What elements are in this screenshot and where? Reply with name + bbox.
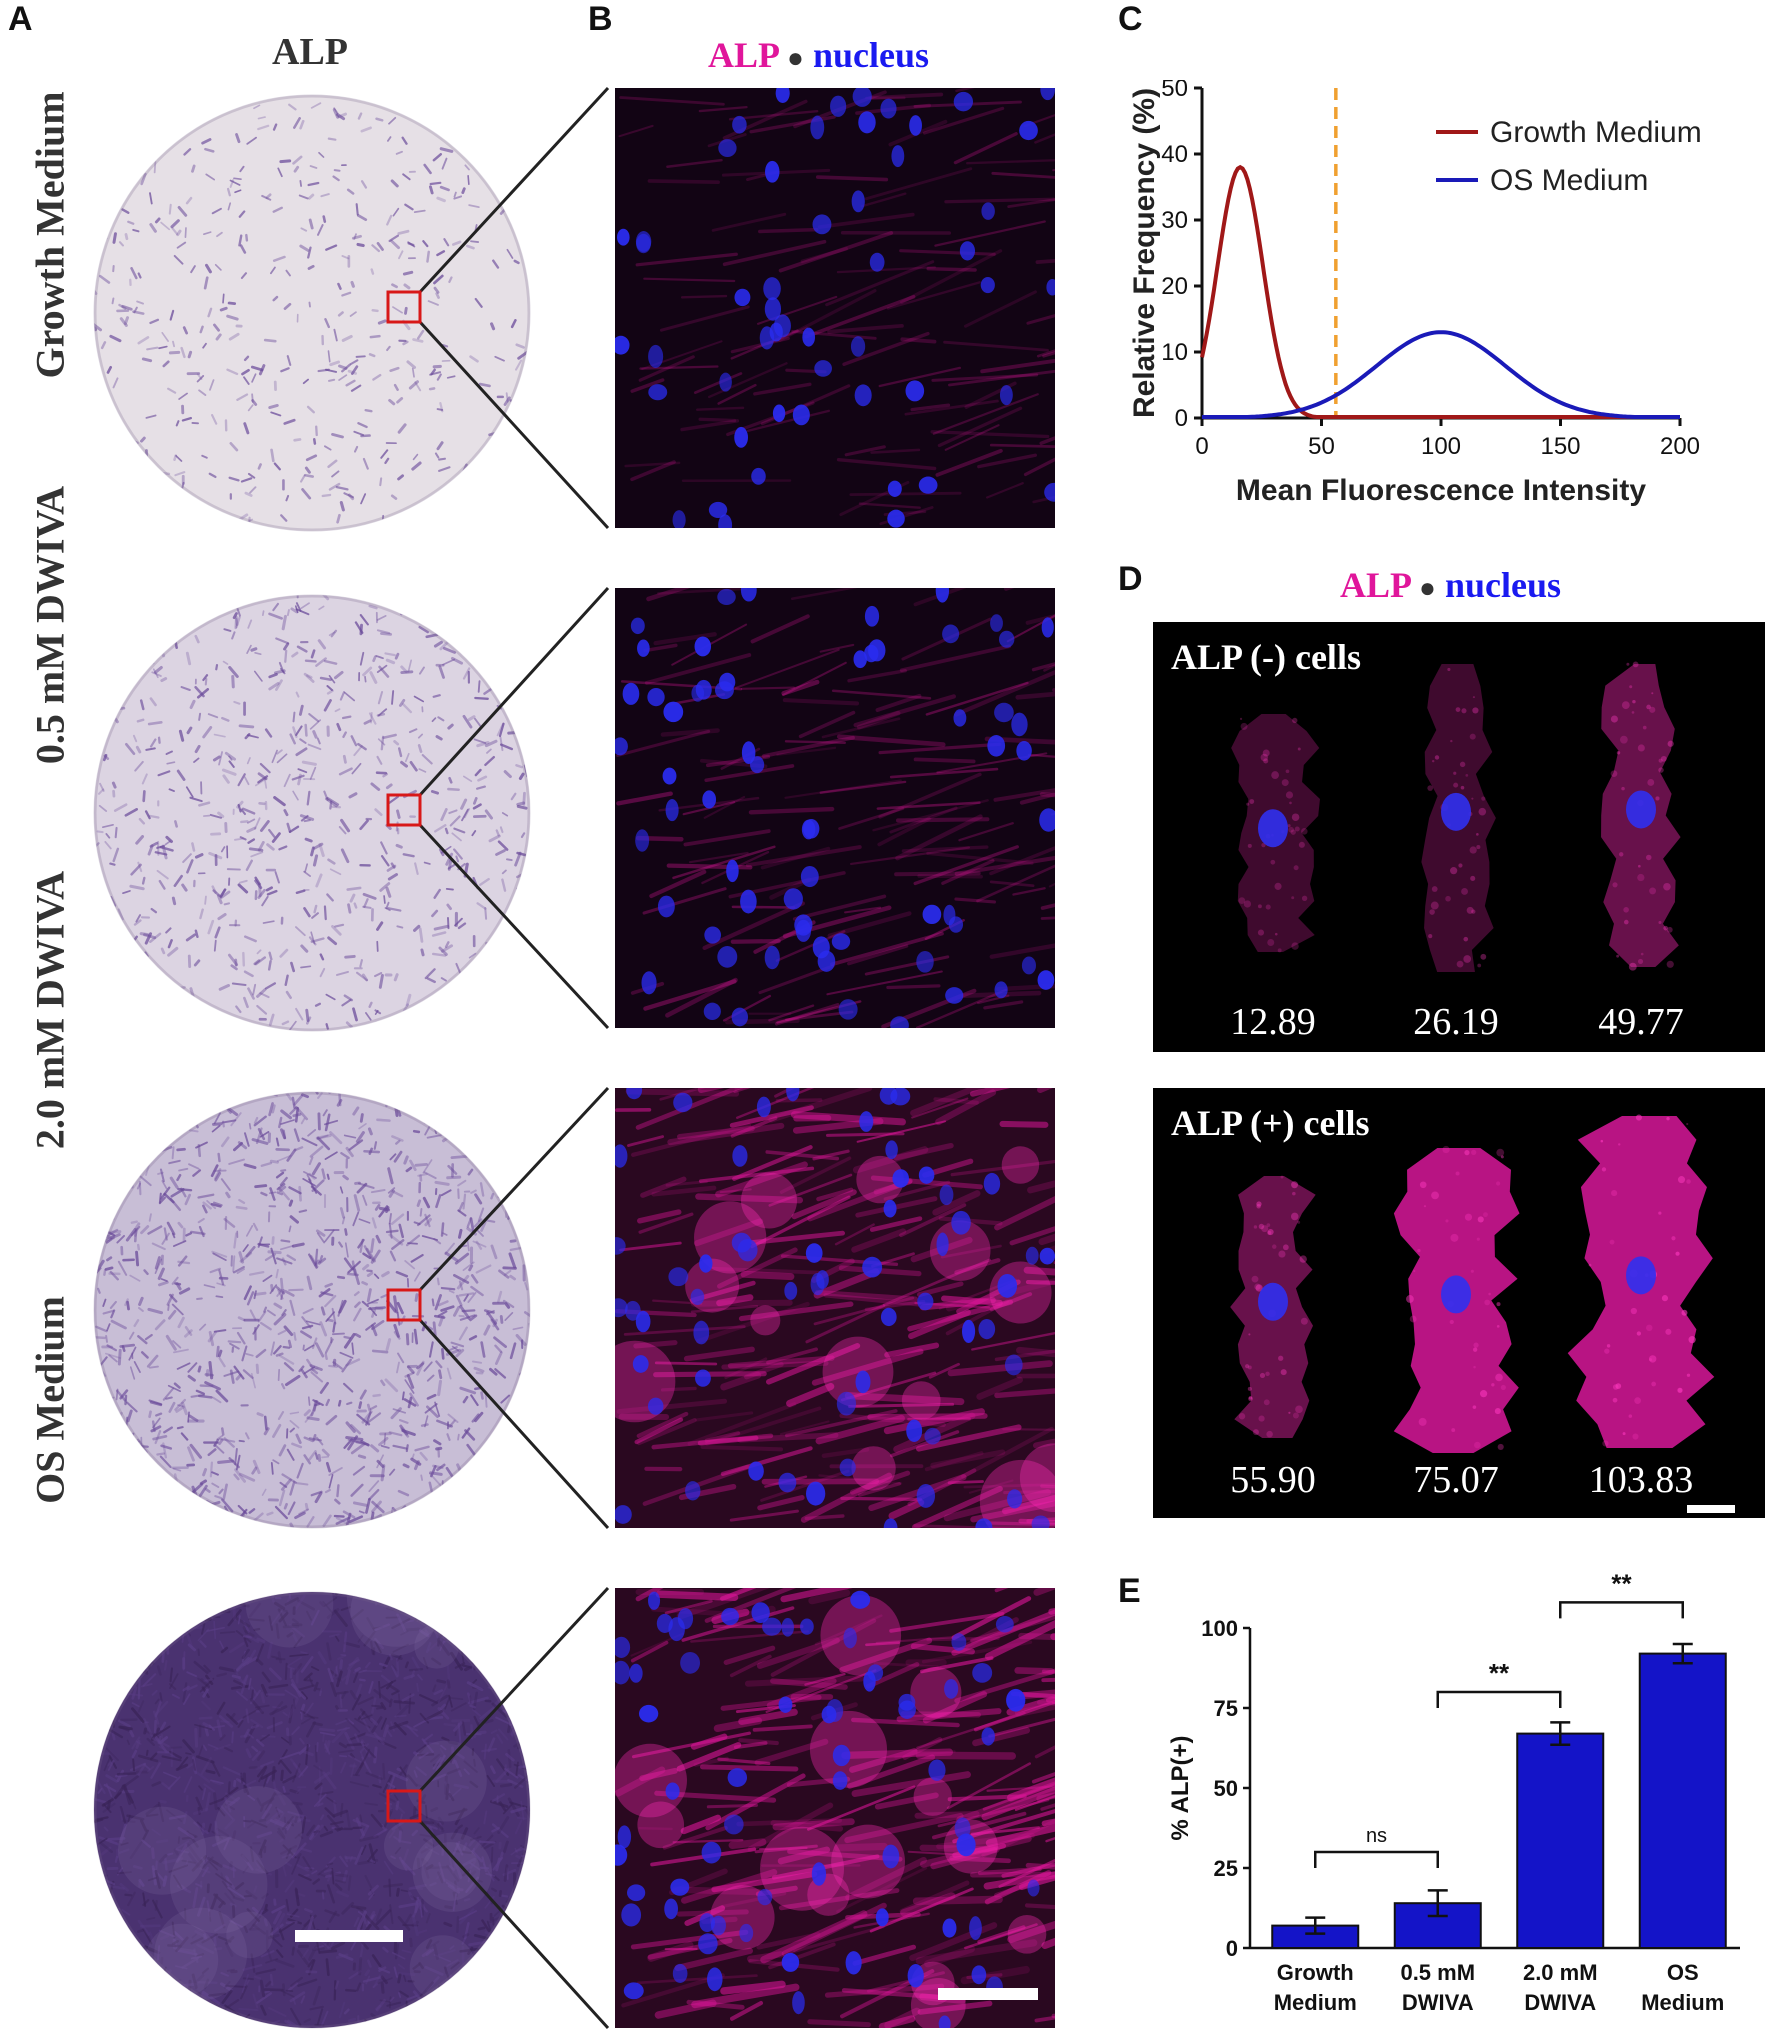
- e-category-label-0: Growth: [1277, 1960, 1354, 1985]
- e-ytick-label: 100: [1201, 1616, 1238, 1641]
- alp-positive-value-3: 103.83: [1588, 1459, 1694, 1501]
- row-label-growth-medium: Growth Medium: [27, 91, 73, 379]
- alp-negative-value-3: 49.77: [1598, 1001, 1684, 1043]
- panel-d-title-alp: ALP: [1340, 565, 1411, 605]
- c-xtick-label: 200: [1660, 433, 1700, 460]
- dish-05-dwiva: [92, 593, 532, 1033]
- e-category-label-1: DWIVA: [1402, 1990, 1474, 2015]
- alp-positive-value-1: 55.90: [1230, 1459, 1316, 1501]
- panel-a-title: ALP: [272, 31, 348, 73]
- e-category-label-3: OS: [1667, 1960, 1699, 1985]
- panel-d-title-sep: ●: [1419, 573, 1436, 604]
- panel-b-title-sep: ●: [787, 43, 804, 74]
- scale-bar-dish: [295, 1930, 403, 1942]
- dish-20-dwiva: [92, 1090, 532, 1530]
- c-xtick-label: 100: [1421, 433, 1461, 460]
- alp-negative-value-1: 12.89: [1230, 1001, 1316, 1043]
- row-label-05-dwiva: 0.5 mM DWIVA: [27, 485, 73, 765]
- e-ytick-label: 75: [1214, 1696, 1238, 1721]
- alp-negative-title: ALP (-) cells: [1171, 637, 1361, 677]
- cell-panel-alp-positive: ALP (+) cells 55.90 75.07 103.83: [1153, 1088, 1765, 1518]
- e-category-label-2: DWIVA: [1524, 1990, 1596, 2015]
- cell-panel-alp-negative: ALP (-) cells 12.89 26.19 49.77: [1153, 622, 1765, 1052]
- panel-letter-c: C: [1118, 0, 1143, 38]
- e-ytick-label: 50: [1214, 1776, 1238, 1801]
- panel-b-title-nucleus: nucleus: [812, 35, 929, 75]
- c-x-label: Mean Fluorescence Intensity: [1236, 474, 1646, 507]
- panel-d-title-nucleus: nucleus: [1444, 565, 1561, 605]
- e-category-label-0: Medium: [1274, 1990, 1357, 2015]
- e-bar-2: [1516, 1732, 1605, 1949]
- row-label-os-medium: OS Medium: [27, 1296, 73, 1504]
- c-ytick-label: 50: [1161, 80, 1188, 102]
- c-legend-label-0: Growth Medium: [1490, 116, 1702, 149]
- chart-alp-positive: 0 25 50 75 100 % ALP(+) Growth Medium 0.5 mM DWIV…: [1167, 1570, 1740, 2015]
- micrograph-05-dwiva: [615, 588, 1055, 1028]
- panel-letter-b: B: [588, 0, 613, 38]
- c-ytick-label: 0: [1175, 405, 1188, 432]
- alp-negative-value-2: 26.19: [1413, 1001, 1499, 1043]
- panel-letter-e: E: [1118, 1572, 1141, 1610]
- c-series-line-1: [1202, 330, 1680, 419]
- e-sig-label-0: ns: [1366, 1825, 1387, 1847]
- e-category-label-1: 0.5 mM: [1400, 1960, 1475, 1985]
- scale-bar-micrograph: [938, 1988, 1038, 2000]
- panel-letter-a: A: [8, 0, 33, 38]
- c-legend-label-1: OS Medium: [1490, 164, 1648, 197]
- chart-frequency: 0 10 20 30 40 50 0 50 100 150 200 Mean Fluorescence…: [1128, 80, 1702, 507]
- panel-letter-d: D: [1118, 560, 1143, 598]
- row-label-20-dwiva: 2.0 mM DWIVA: [27, 870, 73, 1150]
- alp-positive-value-2: 75.07: [1413, 1459, 1499, 1501]
- c-y-label: Relative Frequency (%): [1128, 88, 1161, 418]
- micrograph-growth-medium: [615, 88, 1055, 528]
- e-category-label-3: Medium: [1641, 1990, 1724, 2015]
- e-sig-bracket-1: [1436, 1690, 1562, 1708]
- c-ytick-label: 20: [1161, 273, 1188, 300]
- c-ytick-label: 30: [1161, 207, 1188, 234]
- c-xtick-label: 150: [1540, 433, 1580, 460]
- c-series-line-0: [1200, 164, 1680, 419]
- dish-growth-medium: [92, 93, 532, 533]
- panel-b-title: ALP ● nucleus: [708, 34, 929, 76]
- e-ytick-label: 25: [1214, 1856, 1238, 1881]
- panel-d-title: ALP ● nucleus: [1340, 564, 1561, 606]
- e-sig-bracket-2: [1559, 1601, 1684, 1619]
- c-xtick-label: 50: [1308, 433, 1335, 460]
- e-y-label: % ALP(+): [1167, 1735, 1194, 1840]
- c-ytick-label: 10: [1161, 339, 1188, 366]
- e-ytick-label: 0: [1226, 1936, 1238, 1961]
- e-bar-3: [1638, 1652, 1727, 1949]
- e-category-label-2: 2.0 mM: [1523, 1960, 1598, 1985]
- c-xtick-label: 0: [1195, 433, 1208, 460]
- e-sig-bracket-0: [1314, 1850, 1439, 1868]
- alp-positive-title: ALP (+) cells: [1171, 1103, 1370, 1143]
- c-ytick-label: 40: [1161, 141, 1188, 168]
- scale-bar-cells: [1687, 1505, 1735, 1513]
- micrograph-os-medium: [615, 1588, 1055, 2028]
- panel-b-title-alp: ALP: [708, 35, 779, 75]
- e-sig-label-2: **: [1611, 1570, 1632, 1598]
- e-sig-label-1: **: [1489, 1658, 1510, 1688]
- dish-os-medium: [92, 1590, 532, 2030]
- micrograph-20-dwiva: [615, 1088, 1055, 1528]
